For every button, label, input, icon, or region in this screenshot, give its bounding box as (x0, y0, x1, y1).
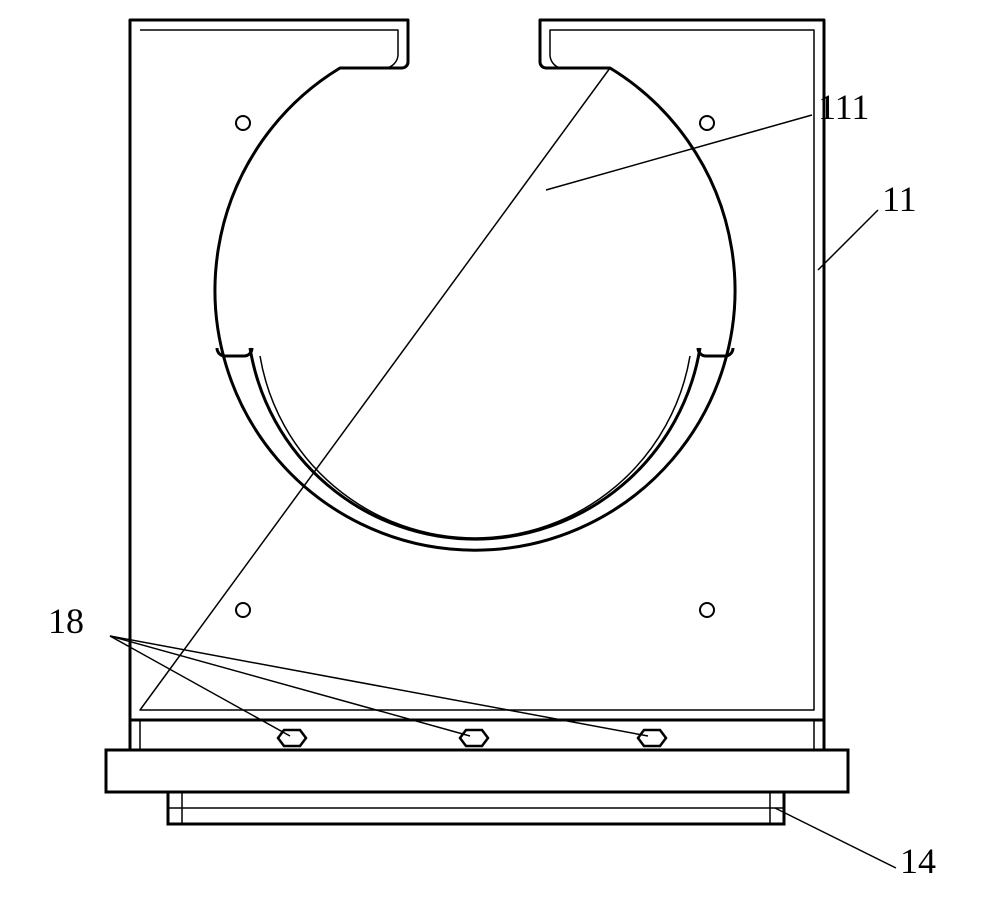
label-bolts: 18 (48, 600, 84, 642)
label-hole: 111 (818, 86, 869, 128)
leader-body (818, 210, 878, 270)
leader-base (775, 808, 896, 868)
leader-lines (110, 115, 896, 868)
plate-body (130, 20, 824, 720)
base-rail (168, 792, 784, 824)
hex-bolt-3 (638, 730, 666, 746)
engineering-drawing (0, 0, 1000, 909)
screw-holes (236, 116, 714, 617)
label-base: 14 (900, 840, 936, 882)
base-plate (106, 750, 848, 792)
label-body: 11 (882, 178, 917, 220)
hex-bolt-2 (460, 730, 488, 746)
leader-hole (546, 115, 812, 190)
hex-bolts (278, 730, 666, 746)
